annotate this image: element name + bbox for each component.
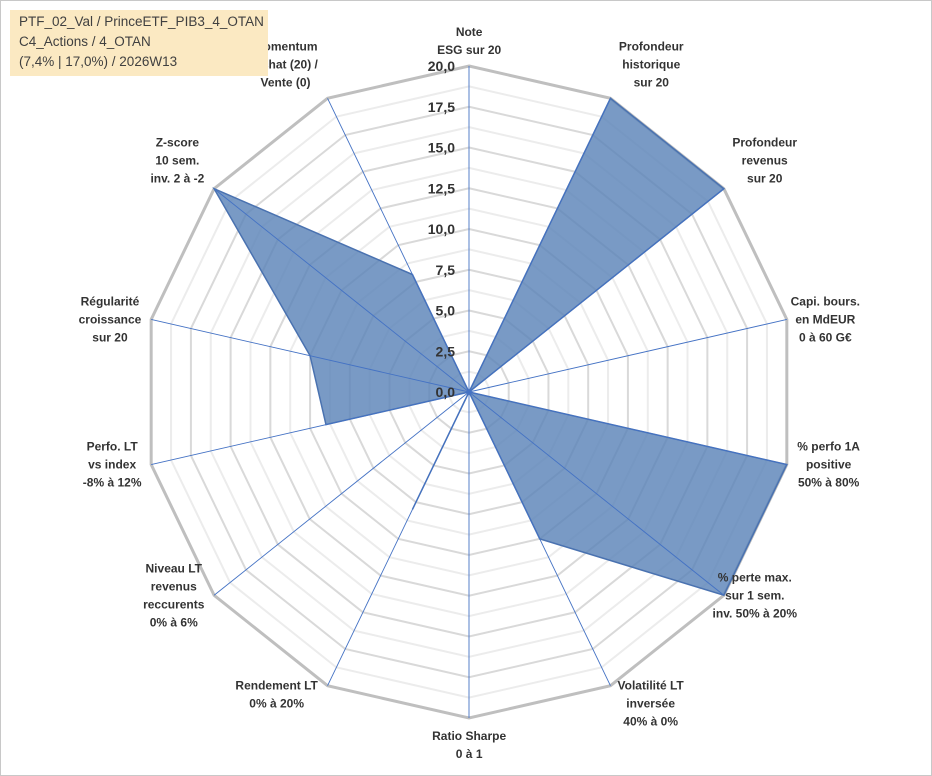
tick-label: 15,0 <box>428 140 455 156</box>
axis-label: Capi. bours. en MdEUR 0 à 60 G€ <box>791 294 860 344</box>
axis-spoke <box>213 188 470 393</box>
axis-label: Profondeur revenus sur 20 <box>732 136 797 186</box>
spoke-layer <box>151 66 787 718</box>
axis-label: Volatilité LT inversée 40% à 0% <box>618 679 685 729</box>
axis-label-line: croissance <box>79 312 142 326</box>
axis-label-line: Profondeur <box>619 39 684 53</box>
axis-label-line: revenus <box>151 579 197 593</box>
tick-label: 20,0 <box>428 58 455 74</box>
axis-label-line: Profondeur <box>732 136 797 150</box>
axis-label: Perfo. LT vs index -8% à 12% <box>83 440 142 490</box>
axis-label-line: 50% à 80% <box>798 476 860 490</box>
axis-label-line: -8% à 12% <box>83 476 142 490</box>
axis-label-line: sur 1 sem. <box>725 588 784 602</box>
axis-label-line: inv. 2 à -2 <box>150 172 204 186</box>
axis-spoke <box>327 391 470 686</box>
axis-label-line: positive <box>806 458 852 472</box>
axis-label-line: % perte max. <box>718 570 792 584</box>
axis-spoke <box>151 391 470 465</box>
axis-label-line: Momentum <box>254 39 318 53</box>
axis-label-line: 0% à 6% <box>150 615 198 629</box>
axis-label-line: inversée <box>626 697 675 711</box>
axis-label-line: revenus <box>742 154 788 168</box>
axis-spoke <box>213 391 470 596</box>
info-line-stats: (7,4% | 17,0%) / 2026W13 <box>19 54 178 69</box>
series-layer <box>212 97 788 597</box>
axis-label-line: Achat (20) / <box>253 57 318 71</box>
axis-spoke <box>151 319 470 393</box>
axis-label-line: Ratio Sharpe <box>432 729 506 743</box>
info-line-portfolio: PTF_02_Val / PrinceETF_PIB3_4_OTAN <box>19 14 264 29</box>
axis-label-line: en MdEUR <box>795 312 855 326</box>
tick-label: 0,0 <box>436 384 456 400</box>
axis-spoke <box>468 391 787 465</box>
axis-label: % perte max. sur 1 sem. inv. 50% à 20% <box>713 570 798 620</box>
axis-label: Ratio Sharpe 0 à 1 <box>432 729 506 761</box>
series-area <box>212 97 788 597</box>
axis-label-line: Z-score <box>156 136 200 150</box>
axis-spoke <box>468 188 725 393</box>
axis-label-line: Capi. bours. <box>791 294 860 308</box>
axis-label-line: 0% à 20% <box>249 697 304 711</box>
tick-label: 12,5 <box>428 180 455 196</box>
axis-label-line: % perfo 1A <box>797 440 860 454</box>
axis-spoke <box>468 391 611 686</box>
info-line-category: C4_Actions / 4_OTAN <box>19 34 151 49</box>
axis-label-line: sur 20 <box>747 172 783 186</box>
axis-label-line: inv. 50% à 20% <box>713 606 798 620</box>
axis-label-line: Régularité <box>81 294 140 308</box>
tick-label: 5,0 <box>436 303 456 319</box>
axis-label-line: Vente (0) <box>261 75 311 89</box>
tick-label-layer: 0,0 2,5 5,0 7,5 10,0 12,5 15,0 17,5 20,0 <box>428 58 455 400</box>
axis-label-line: 0 à 1 <box>456 747 483 761</box>
axis-label: Rendement LT 0% à 20% <box>235 679 318 711</box>
axis-label-line: Note <box>456 25 483 39</box>
tick-label: 10,0 <box>428 221 455 237</box>
axis-label: Profondeur historique sur 20 <box>619 39 684 89</box>
axis-label-line: sur 20 <box>92 330 128 344</box>
axis-label-line: Volatilité LT <box>618 679 685 693</box>
tick-label: 17,5 <box>428 99 455 115</box>
axis-label: Niveau LT revenus reccurents 0% à 6% <box>143 561 205 629</box>
axis-label-line: vs index <box>88 458 136 472</box>
tick-label: 7,5 <box>436 262 456 278</box>
axis-label-line: ESG sur 20 <box>437 43 501 57</box>
tick-label: 2,5 <box>436 343 456 359</box>
axis-spoke <box>327 98 470 393</box>
portfolio-info-box: PTF_02_Val / PrinceETF_PIB3_4_OTAN C4_Ac… <box>10 10 268 76</box>
axis-label-line: 40% à 0% <box>623 715 678 729</box>
axis-label-line: 10 sem. <box>155 154 199 168</box>
axis-spoke <box>468 319 787 393</box>
axis-label-line: sur 20 <box>634 75 670 89</box>
axis-label-line: Rendement LT <box>235 679 318 693</box>
axis-label-line: Perfo. LT <box>87 440 139 454</box>
axis-label: Momentum Achat (20) / Vente (0) <box>253 39 318 89</box>
axis-label-layer: Note ESG sur 20 Profondeur historique sur 20… <box>79 25 861 761</box>
axis-label: Z-score 10 sem. inv. 2 à -2 <box>150 136 204 186</box>
axis-spoke <box>468 98 611 393</box>
axis-label-line: Niveau LT <box>146 561 203 575</box>
axis-label-line: 0 à 60 G€ <box>799 330 852 344</box>
axis-label: % perfo 1A positive 50% à 80% <box>797 440 860 490</box>
axis-label-line: reccurents <box>143 597 205 611</box>
axis-label-line: historique <box>622 57 680 71</box>
axis-label: Régularité croissance sur 20 <box>79 294 142 344</box>
axis-label: Note ESG sur 20 <box>437 25 501 57</box>
axis-spoke <box>468 391 725 596</box>
